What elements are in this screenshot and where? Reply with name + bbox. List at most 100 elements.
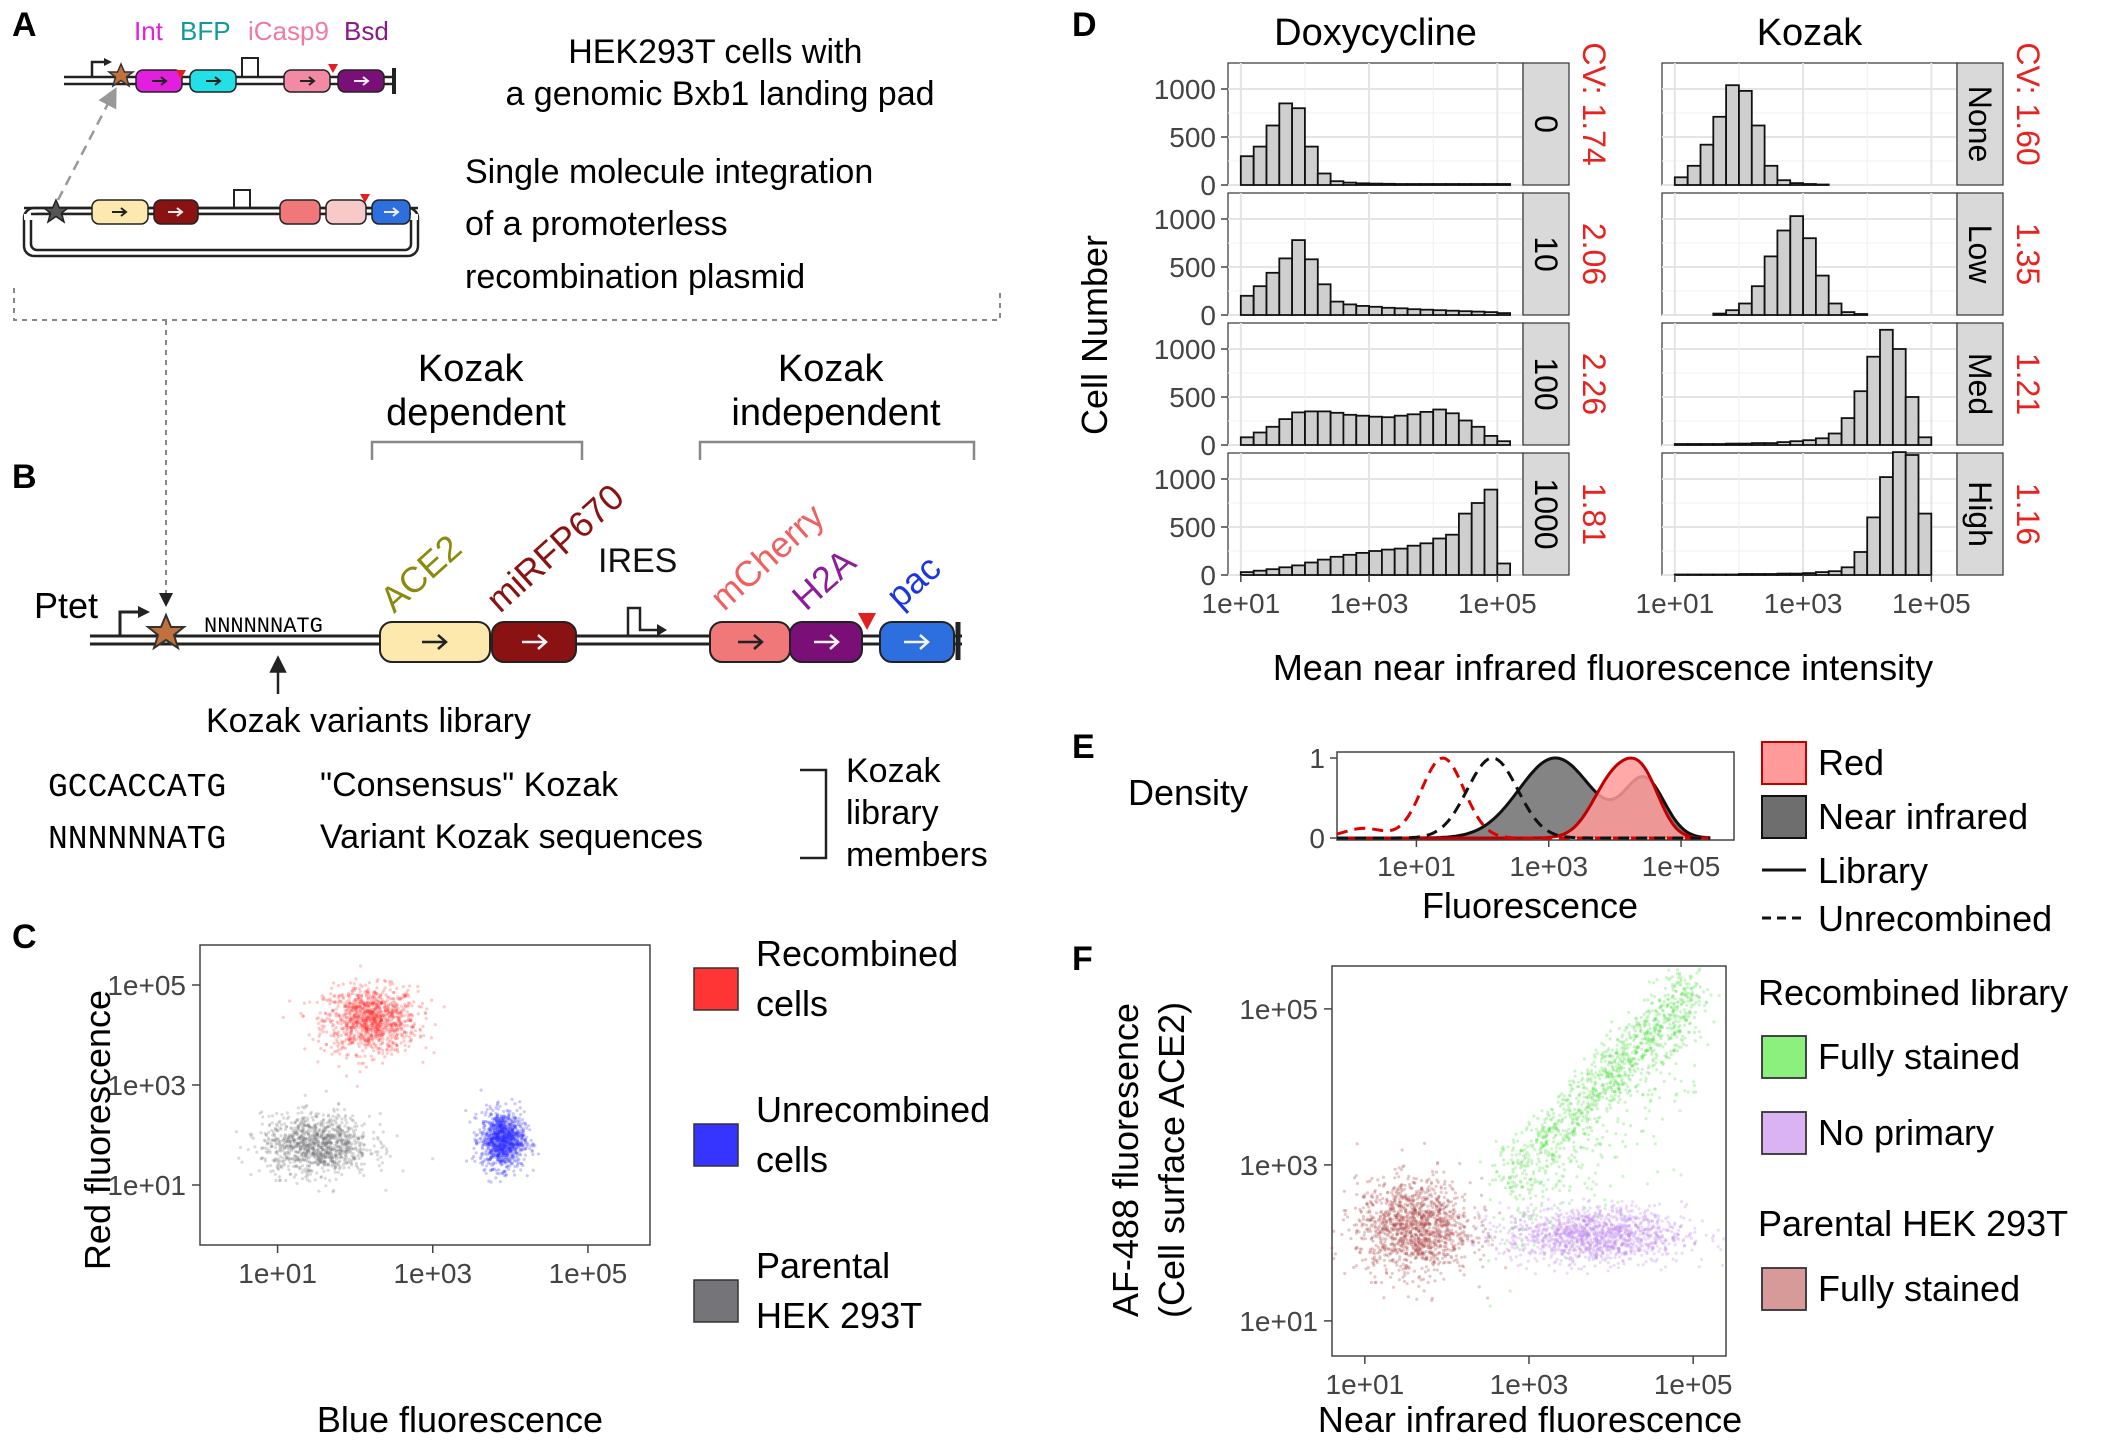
data-point: [391, 1041, 395, 1045]
data-point: [277, 1158, 281, 1162]
data-point: [1533, 1177, 1537, 1181]
data-point: [408, 984, 412, 988]
data-point: [302, 1147, 306, 1151]
data-point: [523, 1137, 527, 1141]
data-point: [1623, 1145, 1628, 1149]
data-point: [358, 1008, 362, 1012]
data-point: [367, 981, 371, 985]
data-point: [347, 1138, 351, 1143]
data-point: [1678, 1109, 1682, 1113]
data-point: [348, 1018, 352, 1022]
data-point: [358, 1034, 362, 1038]
histogram-bar: [1445, 412, 1460, 446]
data-point: [294, 1173, 298, 1177]
data-point: [348, 1001, 352, 1005]
data-point: [418, 1027, 422, 1031]
data-point: [1657, 1019, 1661, 1024]
data-point: [1611, 1054, 1615, 1058]
data-point: [344, 1118, 348, 1122]
data-point: [395, 1008, 399, 1012]
data-point: [372, 1130, 376, 1134]
data-point: [1660, 1117, 1664, 1121]
data-point: [1501, 1149, 1505, 1153]
data-point: [376, 978, 380, 982]
data-point: [350, 1163, 354, 1167]
data-point: [331, 1008, 335, 1013]
data-point: [525, 1144, 529, 1148]
data-point: [344, 1023, 348, 1027]
data-point: [481, 1147, 485, 1151]
data-point: [377, 1004, 381, 1008]
histogram-bar: [1815, 183, 1830, 186]
data-point: [275, 1128, 279, 1133]
data-point: [505, 1152, 509, 1157]
data-point: [1717, 993, 1721, 998]
data-point: [349, 981, 353, 985]
data-point: [1603, 1054, 1608, 1059]
data-point: [398, 1023, 402, 1027]
data-point: [315, 1148, 319, 1152]
data-point: [1654, 1027, 1659, 1031]
data-point: [308, 1000, 312, 1004]
data-point: [324, 998, 329, 1002]
data-point: [375, 1153, 379, 1157]
data-point: [386, 1036, 390, 1040]
data-point: [334, 1154, 338, 1158]
data-point: [413, 1029, 418, 1033]
data-point: [1532, 1114, 1536, 1118]
data-point: [1508, 1176, 1512, 1180]
data-point: [345, 1022, 349, 1026]
data-point: [1640, 1041, 1644, 1046]
data-point: [402, 1039, 406, 1043]
data-point: [1509, 1158, 1514, 1162]
data-point: [365, 1018, 369, 1022]
data-point: [352, 1039, 356, 1043]
data-point: [326, 1162, 330, 1167]
data-point: [317, 1026, 321, 1030]
data-point: [474, 1151, 478, 1155]
data-point: [1580, 1119, 1584, 1123]
data-point: [269, 1145, 273, 1149]
data-point: [1612, 1083, 1616, 1087]
data-point: [1665, 1003, 1669, 1007]
data-point: [1558, 1113, 1562, 1117]
data-point: [1651, 1057, 1655, 1061]
data-point: [330, 1019, 335, 1023]
data-point: [340, 1042, 344, 1046]
data-point: [351, 1014, 356, 1018]
data-point: [1683, 1023, 1687, 1027]
data-point: [1567, 1188, 1572, 1193]
data-point: [334, 1038, 339, 1042]
data-point: [355, 1013, 359, 1017]
data-point: [1703, 1004, 1707, 1008]
data-point: [417, 1004, 421, 1009]
data-point: [1520, 1131, 1524, 1135]
data-point: [379, 1019, 383, 1023]
data-point: [317, 1189, 321, 1193]
data-point: [395, 1008, 399, 1012]
panel-d-xlabel: Mean near infrared fluorescence intensit…: [1273, 647, 1933, 688]
data-point: [367, 1037, 371, 1041]
data-point: [395, 1034, 399, 1038]
histogram-bar: [1278, 566, 1294, 576]
data-point: [1510, 1153, 1514, 1157]
data-point: [1544, 1141, 1548, 1145]
data-point: [508, 1156, 512, 1161]
data-point: [1613, 1089, 1617, 1093]
data-point: [1683, 978, 1687, 982]
data-point: [1518, 1193, 1522, 1197]
data-point: [355, 1020, 359, 1024]
data-point: [403, 1002, 407, 1007]
data-point: [378, 995, 382, 999]
data-point: [335, 1020, 339, 1024]
data-point: [486, 1161, 490, 1165]
data-point: [372, 1001, 376, 1005]
data-point: [472, 1131, 476, 1135]
data-point: [337, 994, 341, 998]
data-point: [369, 1009, 373, 1013]
histogram-bar: [1406, 413, 1422, 446]
data-point: [1604, 1076, 1608, 1080]
data-point: [398, 1020, 402, 1024]
data-point: [514, 1143, 518, 1147]
